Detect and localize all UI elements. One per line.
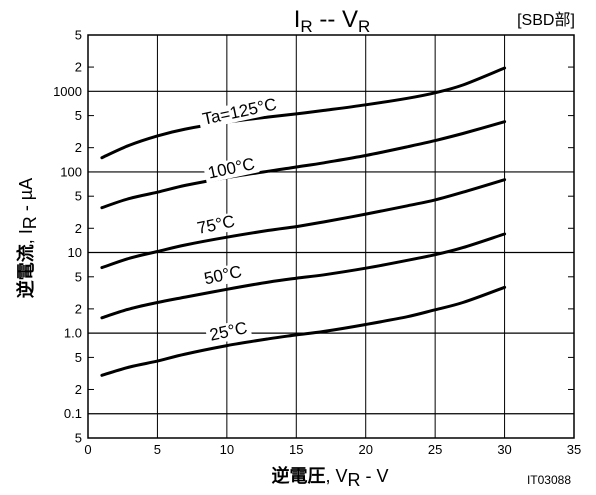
x-tick-label: 30 xyxy=(497,442,511,457)
x-tick-label: 5 xyxy=(154,442,161,457)
y-tick-label: 2 xyxy=(75,221,82,236)
series-label-bg xyxy=(199,262,247,290)
title-second: V xyxy=(342,6,358,33)
series-line xyxy=(100,178,507,270)
y-axis: 0.1 1.0 10 100 1000 5 2 5 2 5 2 5 2 5 2 5 xyxy=(53,28,574,446)
y-tick-label: 2 xyxy=(75,60,82,75)
x-tick-label: 20 xyxy=(358,442,372,457)
figure-code: IT03088 xyxy=(527,473,571,487)
x-tick-label: 35 xyxy=(567,442,581,457)
y-tick-label: 100 xyxy=(60,164,82,179)
y-tick-label: 10 xyxy=(68,245,82,260)
x-tick-label: 25 xyxy=(428,442,442,457)
y-tick-label: 2 xyxy=(75,301,82,316)
title-second-sub: R xyxy=(358,17,370,36)
series-line xyxy=(100,232,507,320)
y-tick-label: 2 xyxy=(75,382,82,397)
x-tick-label: 0 xyxy=(84,442,91,457)
series-line xyxy=(100,285,507,377)
y-tick-label: 5 xyxy=(75,431,82,446)
title-sep: -- xyxy=(313,6,342,33)
chart-tag: [SBD部] xyxy=(517,11,575,29)
x-axis: 0 5 10 15 20 25 30 35 xyxy=(84,442,581,457)
series-group xyxy=(100,66,507,377)
y-tick-label: 5 xyxy=(75,189,82,204)
series-line xyxy=(100,120,507,210)
series-label-bg xyxy=(192,211,240,239)
y-tick-label: 5 xyxy=(75,269,82,284)
y-tick-label: 0.1 xyxy=(64,406,82,421)
chart-title: IR -- VR xyxy=(294,6,371,36)
x-tick-label: 15 xyxy=(289,442,303,457)
y-axis-title: 逆電流, IR - µA xyxy=(15,178,40,298)
series-label-bg xyxy=(204,318,253,346)
x-axis-title: 逆電圧, VR - V xyxy=(271,465,388,490)
y-tick-label: 5 xyxy=(75,28,82,43)
y-tick-label: 5 xyxy=(75,350,82,365)
title-main: I xyxy=(294,6,301,33)
y-tick-label: 1.0 xyxy=(64,326,82,341)
grid xyxy=(88,35,574,438)
series-line xyxy=(100,66,507,160)
title-main-sub: R xyxy=(300,17,312,36)
y-tick-label: 5 xyxy=(75,108,82,123)
y-tick-label: 1000 xyxy=(53,84,82,99)
series-label-bg xyxy=(197,94,283,130)
series-label-bg xyxy=(203,154,260,184)
y-tick-label: 2 xyxy=(75,140,82,155)
x-tick-label: 10 xyxy=(220,442,234,457)
